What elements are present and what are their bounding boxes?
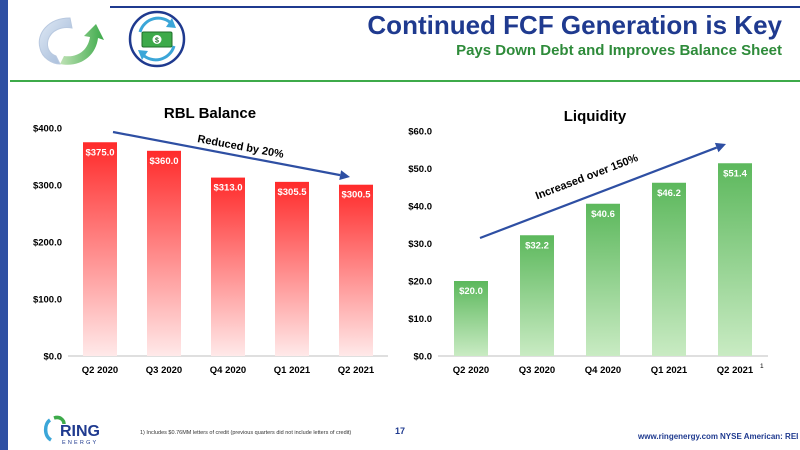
footnote: 1) Includes $0.76MM letters of credit (p…: [140, 430, 352, 436]
x-tick-label: Q3 2020: [519, 365, 555, 376]
page-subtitle: Pays Down Debt and Improves Balance Shee…: [456, 42, 782, 59]
y-tick-label: $0.0: [414, 352, 433, 363]
x-tick-label: Q2 2020: [82, 365, 118, 376]
bar: [147, 150, 181, 356]
y-tick-label: $50.0: [408, 164, 432, 175]
data-label: $313.0: [213, 183, 242, 194]
y-tick-label: $400.0: [33, 124, 62, 135]
bar: [652, 182, 686, 356]
y-tick-label: $100.0: [33, 295, 62, 306]
svg-text:ENERGY: ENERGY: [62, 440, 98, 446]
y-tick-label: $200.0: [33, 238, 62, 249]
bar: [211, 177, 245, 356]
trend-arrow: [479, 146, 718, 240]
bar: [275, 181, 309, 356]
y-tick-label: $10.0: [408, 314, 432, 325]
x-tick-label: Q4 2020: [585, 365, 621, 376]
trend-annotation: Increased over 150%: [534, 152, 640, 202]
data-label: $20.0: [459, 286, 483, 297]
trend-arrow-head: [339, 170, 350, 181]
rbl-balance-plot: $0.0 $100.0 $200.0 $300.0 $400.0 $375.0 Q2 202…: [33, 124, 388, 376]
y-tick-label: $0.0: [44, 352, 63, 363]
bar: [83, 142, 117, 356]
y-tick-label: $40.0: [408, 202, 432, 213]
data-label: $300.5: [341, 190, 371, 201]
bar: [339, 184, 373, 356]
rbl-balance-chart: RBL Balance $0.0 $100.0 $200.0 $300.0 $400.0…: [20, 100, 400, 390]
data-label: $375.0: [85, 147, 114, 158]
data-label: $46.2: [657, 188, 681, 199]
x-tick-label: Q2 2021: [338, 365, 375, 376]
data-label: $305.5: [277, 187, 307, 198]
circular-arrows-icon: [38, 17, 104, 65]
website-link[interactable]: www.ringenergy.com: [638, 432, 719, 441]
liquidity-chart: Liquidity $0.0 $10.0 $20.0 $30.0 $40.0 $50.0 $…: [400, 100, 790, 390]
x-tick-label: Q1 2021: [274, 365, 311, 376]
bar: [454, 281, 488, 356]
bar: [718, 163, 752, 356]
data-label: $360.0: [149, 156, 178, 167]
header-green-rule: [10, 80, 800, 82]
data-label: $40.6: [591, 209, 615, 220]
y-tick-label: $300.0: [33, 181, 62, 192]
footnote-marker: 1: [760, 363, 764, 370]
x-tick-label: Q1 2021: [651, 365, 688, 376]
y-tick-label: $30.0: [408, 239, 432, 250]
bar: [520, 235, 554, 356]
page-number: 17: [395, 426, 406, 436]
svg-text:RING: RING: [60, 423, 100, 440]
chart-title: RBL Balance: [163, 105, 257, 122]
left-accent-bar: [0, 0, 8, 450]
chart-title: Liquidity: [563, 108, 627, 125]
data-label: $51.4: [723, 168, 747, 179]
x-tick-label: Q2 2020: [453, 365, 489, 376]
stock-ticker: NYSE American: REI: [720, 432, 799, 441]
svg-text:$: $: [155, 38, 159, 45]
header-rule: [110, 6, 800, 8]
cash-cycle-icon: $: [128, 10, 186, 68]
x-tick-label: Q3 2020: [146, 365, 182, 376]
page-title: Continued FCF Generation is Key: [367, 10, 782, 40]
y-tick-label: $20.0: [408, 277, 432, 288]
trend-arrow-head: [714, 142, 726, 153]
liquidity-plot: $0.0 $10.0 $20.0 $30.0 $40.0 $50.0 $60.0 $20.0 Q…: [408, 127, 768, 376]
y-tick-label: $60.0: [408, 127, 432, 138]
ring-energy-logo: RING ENERGY: [43, 415, 100, 446]
x-tick-label: Q2 2021: [717, 365, 754, 376]
trend-arrow: [112, 130, 341, 177]
bar: [586, 203, 620, 356]
data-label: $32.2: [525, 240, 549, 251]
x-tick-label: Q4 2020: [210, 365, 246, 376]
